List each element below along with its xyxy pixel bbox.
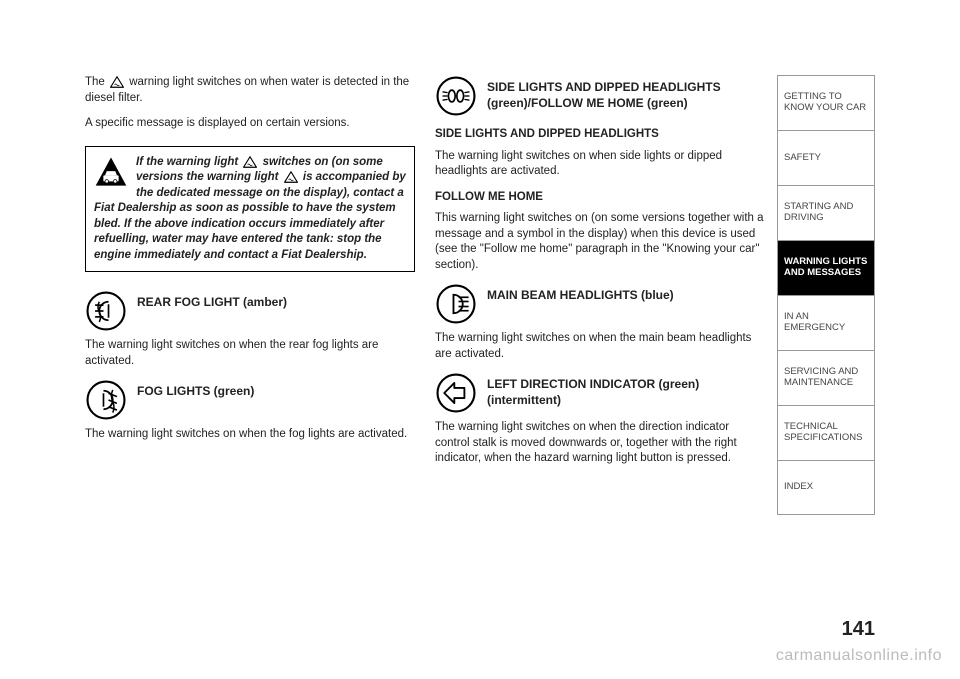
fog-row: FOG LIGHTS (green) bbox=[85, 379, 415, 421]
rear-fog-title: REAR FOG LIGHT (amber) bbox=[137, 290, 287, 310]
side-tabs: GETTING TO KNOW YOUR CAR SAFETY STARTING… bbox=[777, 75, 875, 515]
follow-me-text: This warning light switches on (on some … bbox=[435, 211, 765, 273]
text: If the warning light bbox=[136, 156, 241, 168]
right-column: SIDE LIGHTS AND DIPPED HEADLIGHTS (green… bbox=[435, 75, 765, 635]
tab-label: TECHNICAL SPECIFICATIONS bbox=[784, 422, 868, 444]
side-lights-icon bbox=[435, 75, 477, 117]
text: warning light switches on when water is … bbox=[85, 76, 409, 104]
tab-starting-driving[interactable]: STARTING AND DRIVING bbox=[777, 185, 875, 240]
page-number: 141 bbox=[842, 618, 875, 641]
warning-box: If the warning light switches on (on som… bbox=[85, 146, 415, 273]
fog-text: The warning light switches on when the f… bbox=[85, 427, 415, 443]
rear-fog-text: The warning light switches on when the r… bbox=[85, 338, 415, 369]
tab-label: GETTING TO KNOW YOUR CAR bbox=[784, 92, 868, 114]
intro-paragraph-2: A specific message is displayed on certa… bbox=[85, 116, 415, 132]
side-lights-title: SIDE LIGHTS AND DIPPED HEADLIGHTS (green… bbox=[487, 75, 765, 111]
water-in-filter-icon bbox=[284, 171, 298, 183]
tab-label: STARTING AND DRIVING bbox=[784, 202, 868, 224]
water-in-filter-icon bbox=[243, 156, 257, 168]
tab-safety[interactable]: SAFETY bbox=[777, 130, 875, 185]
tab-label: IN AN EMERGENCY bbox=[784, 312, 868, 334]
tab-technical[interactable]: TECHNICAL SPECIFICATIONS bbox=[777, 405, 875, 460]
fog-light-icon bbox=[85, 379, 127, 421]
left-arrow-icon bbox=[435, 372, 477, 414]
subhead-follow-me: FOLLOW ME HOME bbox=[435, 190, 765, 206]
left-indicator-text: The warning light switches on when the d… bbox=[435, 420, 765, 467]
tab-label: INDEX bbox=[784, 482, 813, 493]
main-beam-title: MAIN BEAM HEADLIGHTS (blue) bbox=[487, 283, 674, 303]
rear-fog-row: REAR FOG LIGHT (amber) bbox=[85, 290, 415, 332]
main-beam-icon bbox=[435, 283, 477, 325]
text: The bbox=[85, 76, 108, 88]
watermark: carmanualsonline.info bbox=[776, 647, 942, 665]
tab-label: SERVICING AND MAINTENANCE bbox=[784, 367, 868, 389]
page-content: The warning light switches on when water… bbox=[85, 75, 875, 635]
tab-warning-lights[interactable]: WARNING LIGHTS AND MESSAGES bbox=[777, 240, 875, 295]
side-lights-row: SIDE LIGHTS AND DIPPED HEADLIGHTS (green… bbox=[435, 75, 765, 117]
tab-servicing[interactable]: SERVICING AND MAINTENANCE bbox=[777, 350, 875, 405]
tab-index[interactable]: INDEX bbox=[777, 460, 875, 515]
left-indicator-row: LEFT DIRECTION INDICATOR (green) (interm… bbox=[435, 372, 765, 414]
rear-fog-light-icon bbox=[85, 290, 127, 332]
fog-title: FOG LIGHTS (green) bbox=[137, 379, 254, 399]
tab-emergency[interactable]: IN AN EMERGENCY bbox=[777, 295, 875, 350]
left-indicator-title: LEFT DIRECTION INDICATOR (green) (interm… bbox=[487, 372, 765, 408]
tab-getting-to-know[interactable]: GETTING TO KNOW YOUR CAR bbox=[777, 75, 875, 130]
tab-label: WARNING LIGHTS AND MESSAGES bbox=[784, 257, 868, 279]
main-beam-row: MAIN BEAM HEADLIGHTS (blue) bbox=[435, 283, 765, 325]
left-column: The warning light switches on when water… bbox=[85, 75, 415, 635]
water-in-filter-icon bbox=[110, 76, 124, 88]
tab-label: SAFETY bbox=[784, 153, 821, 164]
main-beam-text: The warning light switches on when the m… bbox=[435, 331, 765, 362]
side-lights-text: The warning light switches on when side … bbox=[435, 149, 765, 180]
warning-car-icon bbox=[94, 155, 128, 189]
intro-paragraph-1: The warning light switches on when water… bbox=[85, 75, 415, 106]
subhead-side-lights: SIDE LIGHTS AND DIPPED HEADLIGHTS bbox=[435, 127, 765, 143]
text: is accompanied by the dedicated message … bbox=[94, 171, 406, 261]
